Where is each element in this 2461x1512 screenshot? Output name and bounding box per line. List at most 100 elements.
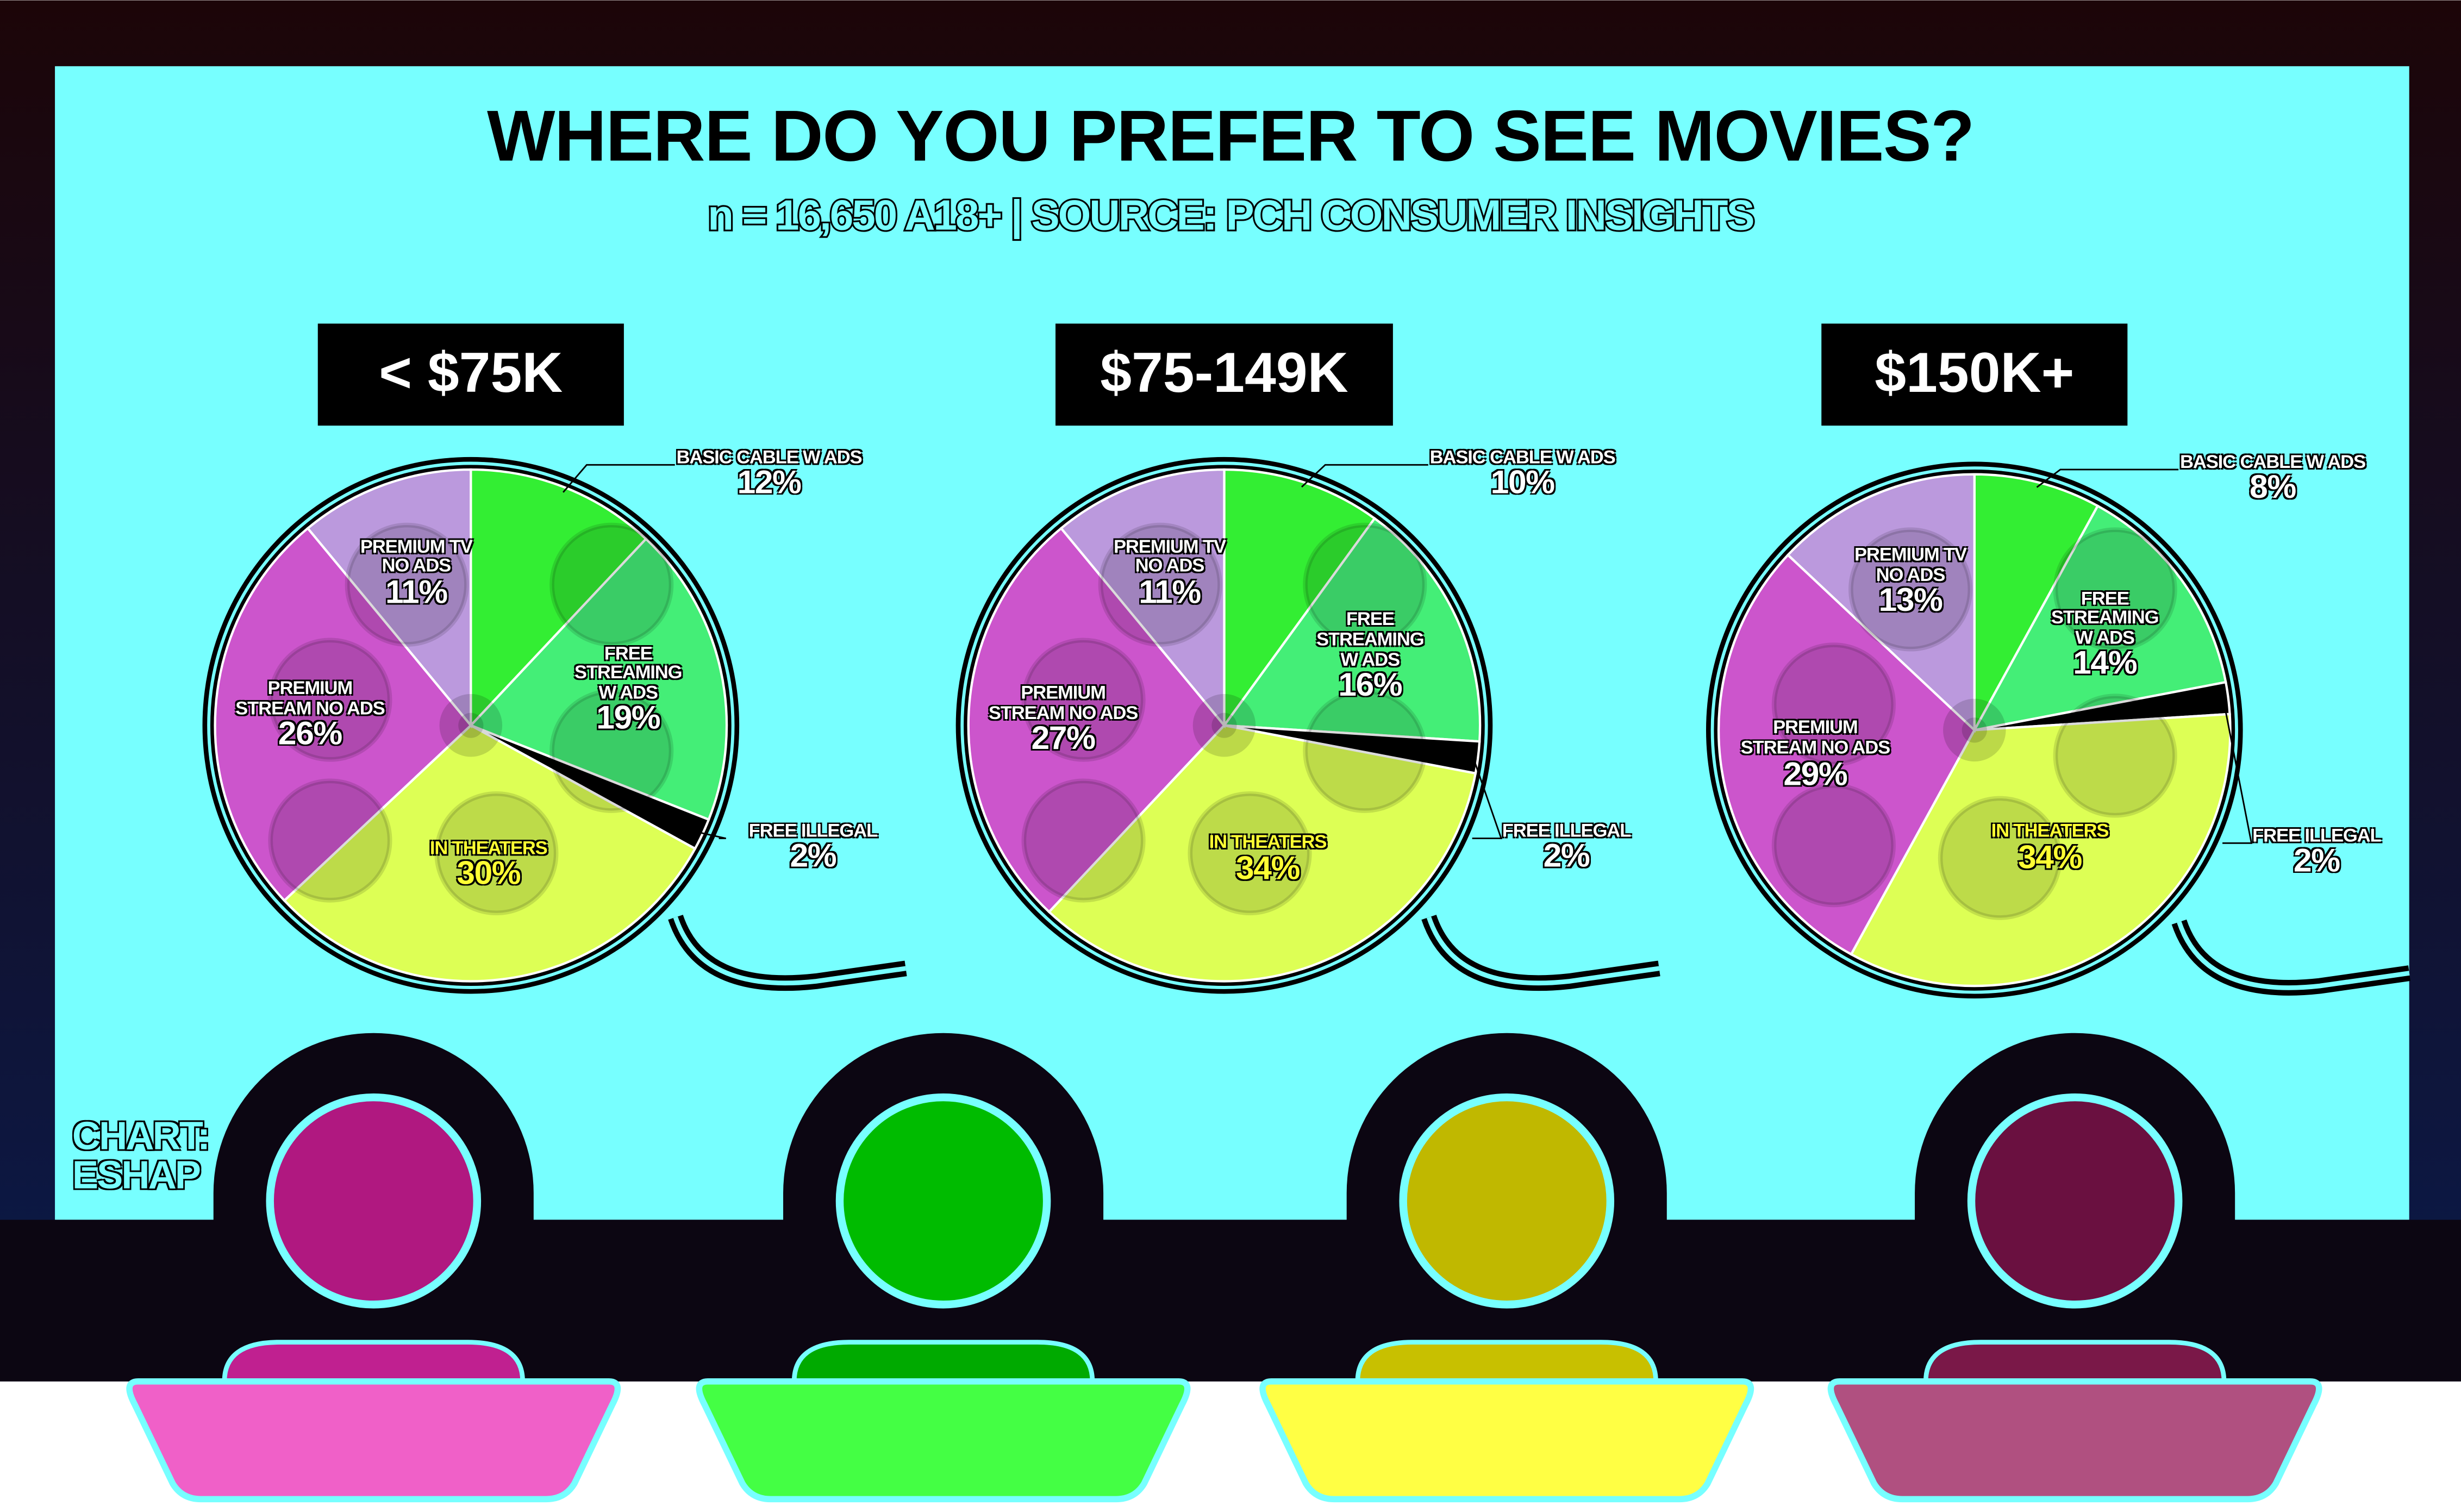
reel <box>268 638 392 762</box>
body <box>126 1378 621 1503</box>
reel <box>2053 527 2177 652</box>
hub-center <box>1211 713 1237 738</box>
pie-slice <box>1223 468 1377 729</box>
reel <box>345 522 469 647</box>
shoulders <box>791 1340 1095 1384</box>
slice-label: FREE STREAMING W ADS 14% <box>2034 572 2176 698</box>
category-label: BASIC CABLE W ADS <box>1429 445 1616 468</box>
value-label: 11% <box>385 574 448 611</box>
pie-slice <box>1222 516 1482 743</box>
shoulders <box>1355 1340 1658 1384</box>
category-label: BASIC CABLE W ADS <box>2179 450 2366 472</box>
body <box>1827 1378 2322 1503</box>
reel <box>1303 522 1427 647</box>
value-label: 13% <box>1878 583 1942 620</box>
ring-inner <box>960 461 1488 989</box>
shoulders <box>222 1340 525 1384</box>
slice-label: PREMIUM STREAM NO ADS 29% <box>1722 692 1908 818</box>
slice-label: FREE ILLEGAL 2% <box>1474 785 1659 910</box>
pie-slice <box>1973 473 2100 731</box>
leader-line <box>1301 464 1428 488</box>
value-label: 19% <box>596 701 660 738</box>
value-label: 27% <box>1031 721 1096 758</box>
reel <box>549 689 674 813</box>
head <box>1967 1093 2183 1309</box>
category-label: PREMIUM TV NO ADS <box>1854 543 1967 585</box>
category-label: PREMIUM STREAM NO ADS <box>988 682 1139 724</box>
slice-label: BASIC CABLE W ADS 12% <box>644 411 895 537</box>
head <box>835 1093 1051 1309</box>
reel <box>1938 796 2062 920</box>
slice-label: FREE STREAMING W ADS 16% <box>1300 594 1441 720</box>
value-label: 2% <box>790 839 836 875</box>
category-label: FREE ILLEGAL <box>748 819 878 841</box>
category-label: IN THEATERS <box>1209 830 1327 853</box>
leader-line <box>563 464 675 493</box>
handle-inner <box>2177 921 2410 990</box>
pie-slice <box>967 526 1226 914</box>
slice-label: FREE ILLEGAL 2% <box>720 785 905 910</box>
ring-inner <box>207 461 735 989</box>
slice-label: BASIC CABLE W ADS 10% <box>1397 411 1648 537</box>
value-label: 10% <box>1490 465 1555 502</box>
pie-slice <box>306 468 472 729</box>
reel <box>549 522 674 647</box>
value-label: 34% <box>2017 840 2082 876</box>
category-label: IN THEATERS <box>429 836 548 859</box>
value-label: 2% <box>2293 844 2340 880</box>
value-label: 30% <box>457 855 521 892</box>
pie-slice <box>469 537 728 821</box>
leader-line <box>1472 757 1503 840</box>
pie-slice <box>1059 468 1226 729</box>
main-title: WHERE DO YOU PREFER TO SEE MOVIES? <box>487 96 1974 177</box>
slice-label: FREE STREAMING W ADS 19% <box>558 627 699 753</box>
reel <box>268 778 392 903</box>
slice-label: PREMIUM TV NO ADS 11% <box>323 511 509 636</box>
ring-inner <box>1710 466 2238 994</box>
hub-center <box>1962 717 1987 743</box>
hub <box>1943 698 2006 762</box>
chart-title: $150K+ <box>1875 341 2074 404</box>
subtitle: n = 16,650 A18+ | SOURCE: PCH CONSUMER I… <box>708 191 1753 239</box>
leader-line <box>2036 468 2179 488</box>
pie-slice <box>214 526 473 902</box>
pie-slice <box>1972 504 2227 732</box>
chart-title: $75-149K <box>1100 341 1348 404</box>
slice-label: IN THEATERS 34% <box>1175 796 1360 922</box>
credit-box: CHART: ESHAP <box>72 1118 210 1196</box>
category-label: PREMIUM TV NO ADS <box>1113 535 1226 577</box>
reel <box>1021 638 1146 762</box>
leader-line <box>2222 698 2253 844</box>
value-label: 11% <box>1139 574 1201 611</box>
body <box>1259 1378 1754 1503</box>
value-label: 14% <box>2073 646 2137 683</box>
value-label: 12% <box>737 465 801 502</box>
slice-label: PREMIUM STREAM NO ADS 26% <box>217 653 403 778</box>
title-box <box>1055 323 1393 426</box>
value-label: 29% <box>1783 756 1847 792</box>
category-label: FREE STREAMING W ADS <box>2051 586 2159 648</box>
reel <box>1188 791 1312 916</box>
chart-title: < $75K <box>379 341 563 404</box>
handle-inner <box>1426 916 1660 986</box>
value-label: 16% <box>1338 667 1402 704</box>
slice-label: FREE ILLEGAL 2% <box>2224 790 2409 915</box>
slice-label: PREMIUM STREAM NO ADS 27% <box>971 658 1156 783</box>
reel <box>1098 522 1222 647</box>
value-label: 8% <box>2250 470 2296 507</box>
